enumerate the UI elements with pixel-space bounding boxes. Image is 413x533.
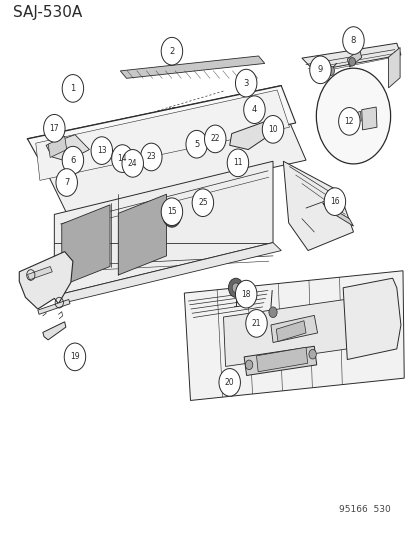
Circle shape [243,96,265,124]
Polygon shape [120,56,264,78]
Polygon shape [282,161,353,251]
Polygon shape [275,321,305,342]
Circle shape [62,147,83,174]
Polygon shape [118,194,166,275]
Text: 18: 18 [241,289,250,298]
Text: 22: 22 [210,134,219,143]
Polygon shape [184,271,403,400]
Text: 12: 12 [344,117,353,126]
Text: 24: 24 [128,159,137,168]
Circle shape [232,283,239,293]
Circle shape [197,199,208,214]
Circle shape [227,149,248,176]
Text: 25: 25 [197,198,207,207]
Polygon shape [342,278,400,360]
Circle shape [64,343,85,370]
Polygon shape [54,243,280,304]
Circle shape [161,198,182,225]
Polygon shape [99,143,108,155]
Text: 9: 9 [317,66,322,74]
Circle shape [122,150,143,177]
Circle shape [326,66,334,76]
Polygon shape [347,50,361,67]
Text: 7: 7 [64,178,69,187]
Polygon shape [54,161,272,296]
Text: 3: 3 [243,78,248,87]
Polygon shape [301,43,400,71]
Text: 10: 10 [268,125,277,134]
Polygon shape [229,119,280,150]
Polygon shape [43,322,66,340]
Polygon shape [210,133,218,144]
Text: 11: 11 [233,158,242,167]
Text: 17: 17 [50,124,59,133]
Circle shape [166,209,176,222]
Circle shape [262,116,283,143]
Circle shape [112,145,133,172]
Circle shape [161,37,182,65]
Polygon shape [270,316,317,343]
Text: 14: 14 [117,154,127,163]
Polygon shape [48,136,66,158]
Polygon shape [62,205,110,286]
Text: 13: 13 [97,146,106,155]
Text: 16: 16 [329,197,339,206]
Circle shape [43,115,65,142]
Circle shape [199,203,205,211]
Polygon shape [354,111,361,123]
Circle shape [140,143,161,171]
Circle shape [204,125,225,153]
Text: 20: 20 [224,378,234,387]
Circle shape [308,350,316,359]
Text: 23: 23 [146,152,156,161]
Circle shape [348,58,355,66]
Text: 95166  530: 95166 530 [338,505,390,514]
Text: 15: 15 [167,207,176,216]
Text: 19: 19 [70,352,80,361]
Polygon shape [388,47,399,88]
Text: 21: 21 [251,319,261,328]
Circle shape [235,280,256,308]
Circle shape [162,204,180,227]
Polygon shape [38,300,70,314]
Circle shape [235,69,256,97]
Circle shape [268,307,276,318]
Text: 1: 1 [70,84,75,93]
Circle shape [192,189,213,216]
Circle shape [338,108,359,135]
Polygon shape [27,86,295,176]
Text: 6: 6 [70,156,76,165]
Circle shape [218,368,240,396]
Text: SAJ-530A: SAJ-530A [13,5,82,20]
Circle shape [316,68,390,164]
Circle shape [56,168,77,196]
Text: 5: 5 [194,140,199,149]
Polygon shape [223,300,347,367]
Circle shape [245,310,267,337]
Polygon shape [46,135,89,161]
Text: 4: 4 [251,105,256,114]
Circle shape [342,27,363,54]
Circle shape [62,75,83,102]
Polygon shape [256,348,307,372]
Polygon shape [27,266,52,280]
Text: 8: 8 [350,36,355,45]
Circle shape [348,113,354,120]
Circle shape [245,360,252,369]
Polygon shape [244,346,316,375]
Circle shape [309,56,330,84]
Circle shape [323,188,345,215]
Circle shape [228,278,243,297]
Polygon shape [361,107,376,130]
Circle shape [185,131,207,158]
Text: 2: 2 [169,47,174,55]
Polygon shape [48,122,305,213]
Polygon shape [322,203,353,226]
Polygon shape [36,90,289,180]
Circle shape [91,137,112,165]
Polygon shape [19,252,73,309]
